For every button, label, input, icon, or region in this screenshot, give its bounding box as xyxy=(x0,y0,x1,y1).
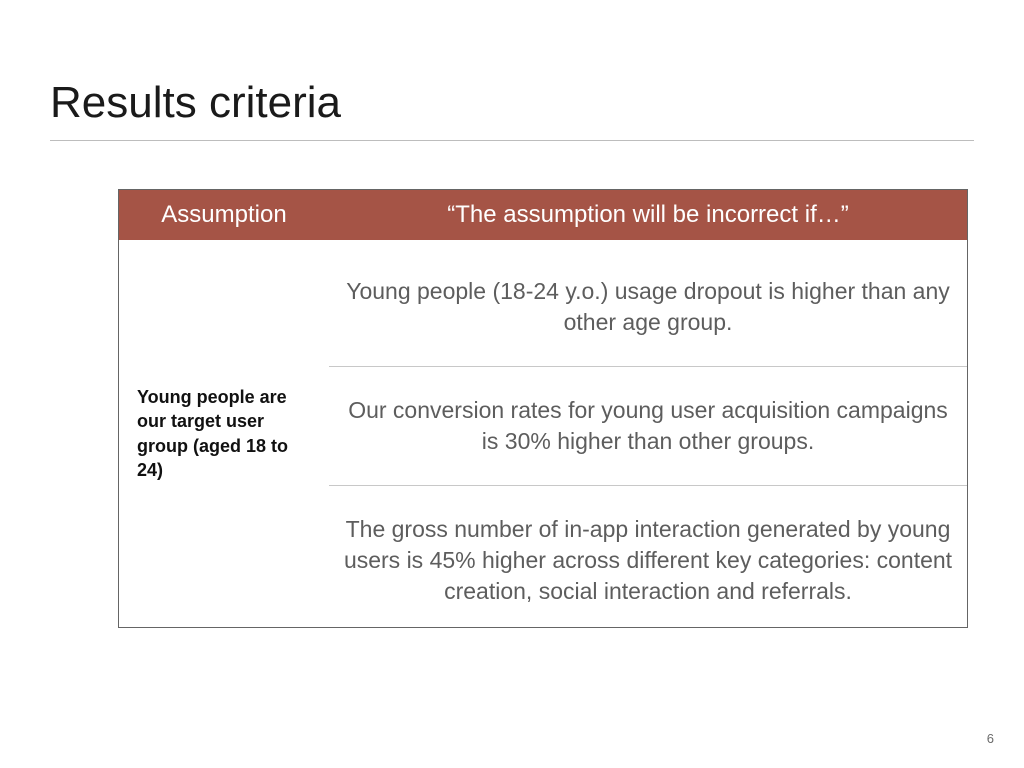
header-criteria: “The assumption will be incorrect if…” xyxy=(329,201,967,229)
criteria-row: Our conversion rates for young user acqu… xyxy=(329,366,967,485)
header-assumption: Assumption xyxy=(119,201,329,229)
assumption-text: Young people are our target user group (… xyxy=(137,385,315,482)
criteria-table: Assumption “The assumption will be incor… xyxy=(118,189,968,628)
table-header: Assumption “The assumption will be incor… xyxy=(119,190,967,240)
assumption-cell: Young people are our target user group (… xyxy=(119,240,329,627)
table-body: Young people are our target user group (… xyxy=(119,240,967,627)
criteria-row: The gross number of in-app interaction g… xyxy=(329,485,967,627)
title-rule xyxy=(50,140,974,141)
slide: Results criteria Assumption “The assumpt… xyxy=(0,0,1024,768)
criteria-row: Young people (18-24 y.o.) usage dropout … xyxy=(329,240,967,366)
criteria-cell: Young people (18-24 y.o.) usage dropout … xyxy=(329,240,967,627)
page-number: 6 xyxy=(987,731,994,746)
slide-title: Results criteria xyxy=(50,78,974,128)
